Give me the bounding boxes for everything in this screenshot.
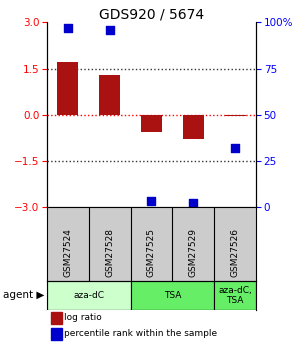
Bar: [99, 75, 120, 115]
Text: GSM27524: GSM27524: [63, 228, 72, 277]
Bar: [47, 280, 131, 310]
Point: [191, 200, 196, 206]
Text: GSM27528: GSM27528: [105, 228, 114, 277]
Text: GSM27526: GSM27526: [231, 228, 240, 277]
Text: TSA: TSA: [164, 291, 181, 300]
Point: [65, 25, 70, 31]
Text: aza-dC,
TSA: aza-dC, TSA: [218, 286, 252, 305]
Text: GSM27525: GSM27525: [147, 228, 156, 277]
Bar: [51, 313, 62, 324]
Bar: [141, 115, 162, 131]
Bar: [131, 280, 214, 310]
Bar: [214, 280, 256, 310]
Point: [107, 27, 112, 32]
Text: GSM27529: GSM27529: [189, 228, 198, 277]
Point: [149, 198, 154, 204]
Bar: [183, 115, 204, 139]
Text: agent ▶: agent ▶: [3, 290, 45, 300]
Text: aza-dC: aza-dC: [73, 291, 104, 300]
Text: percentile rank within the sample: percentile rank within the sample: [64, 329, 217, 338]
Point: [233, 145, 238, 150]
Bar: [225, 115, 245, 116]
Text: log ratio: log ratio: [64, 313, 102, 322]
Title: GDS920 / 5674: GDS920 / 5674: [99, 7, 204, 21]
Bar: [57, 62, 78, 115]
Bar: [51, 328, 62, 340]
